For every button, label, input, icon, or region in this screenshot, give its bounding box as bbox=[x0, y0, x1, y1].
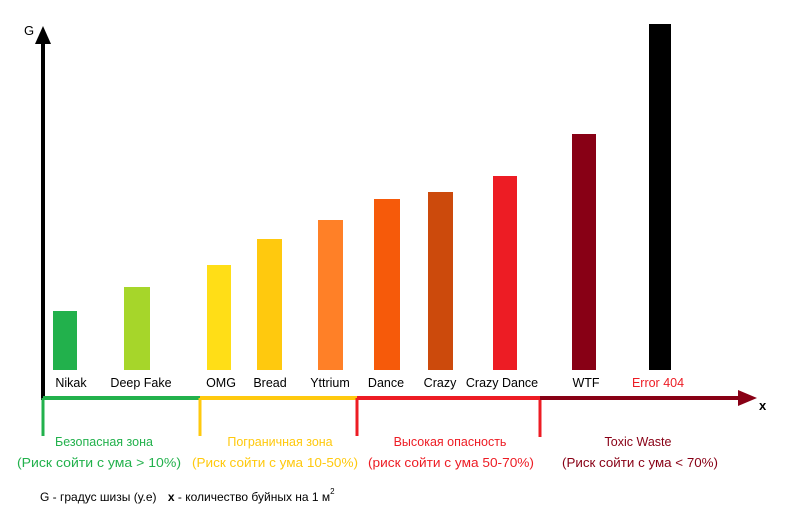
footnote-x-symbol: x bbox=[168, 490, 175, 504]
bar-crazy bbox=[428, 192, 453, 370]
zone-risk: (Риск сойти с ума > 10%) bbox=[17, 456, 181, 470]
bar-wtf bbox=[572, 134, 596, 370]
bar-label: WTF bbox=[572, 376, 599, 390]
bar-label: Nikak bbox=[55, 376, 87, 390]
zone-risk: (Риск сойти с ума < 70%) bbox=[562, 456, 718, 470]
zone-title: Пограничная зона bbox=[227, 435, 332, 449]
bar-label: Crazy Dance bbox=[466, 376, 538, 390]
zone-title: Высокая опасность bbox=[394, 435, 507, 449]
footnote-x: - количество буйных на 1 м bbox=[175, 490, 331, 504]
x-axis-label: x bbox=[759, 398, 767, 413]
zone-title: Toxic Waste bbox=[605, 435, 672, 449]
zone-risk: (Риск сойти с ума 10-50%) bbox=[192, 456, 358, 470]
bar-error-404 bbox=[649, 24, 671, 370]
footnote: G - градус шизы (у.е) x - количество буй… bbox=[40, 487, 335, 504]
bar-crazy-dance bbox=[493, 176, 517, 370]
bar-label: Crazy bbox=[424, 376, 457, 390]
bar-dance bbox=[374, 199, 400, 370]
bar-label: Bread bbox=[253, 376, 286, 390]
bar-label: Deep Fake bbox=[110, 376, 171, 390]
bar-label: Error 404 bbox=[632, 376, 684, 390]
footnote-sup: 2 bbox=[330, 487, 335, 496]
bar-deep-fake bbox=[124, 287, 150, 370]
bar-yttrium bbox=[318, 220, 343, 370]
bar-label: Yttrium bbox=[310, 376, 350, 390]
bar-bread bbox=[257, 239, 282, 370]
bar-nikak bbox=[53, 311, 77, 370]
bar-omg bbox=[207, 265, 231, 370]
x-axis-arrow-icon bbox=[738, 390, 757, 406]
bar-label: OMG bbox=[206, 376, 236, 390]
bar-label: Dance bbox=[368, 376, 404, 390]
y-axis-arrow-icon bbox=[35, 26, 51, 44]
zone-risk: (риск сойти с ума 50-70%) bbox=[368, 456, 534, 470]
zone-title: Безопасная зона bbox=[55, 435, 153, 449]
footnote-g: G - градус шизы (у.е) bbox=[40, 490, 157, 504]
y-axis-label: G bbox=[24, 23, 34, 38]
